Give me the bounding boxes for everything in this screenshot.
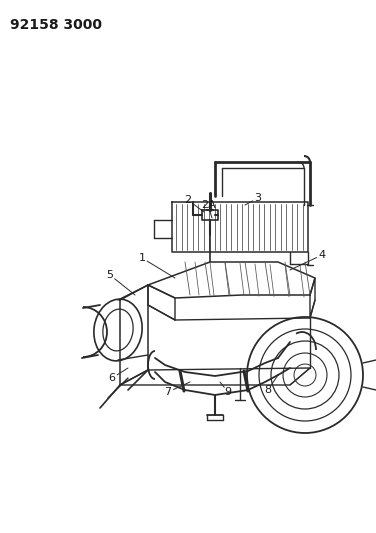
Text: 9: 9 [224,387,232,397]
Text: 1: 1 [138,253,146,263]
Text: 4: 4 [318,250,326,260]
Text: 92158 3000: 92158 3000 [10,18,102,32]
Text: 8: 8 [264,385,271,395]
Text: 3: 3 [255,193,261,203]
Text: 2: 2 [185,195,191,205]
Text: 5: 5 [106,270,114,280]
Text: 2A: 2A [201,200,215,210]
Text: 7: 7 [164,387,171,397]
Text: 6: 6 [109,373,115,383]
